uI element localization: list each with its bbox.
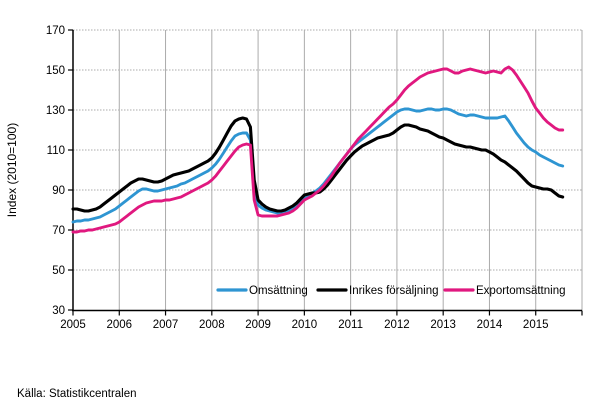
y-tick-label: 90 [52, 185, 65, 197]
x-tick-label: 2012 [384, 319, 410, 331]
x-tick-label: 2009 [245, 319, 271, 331]
y-tick-label: 70 [52, 225, 65, 237]
x-tick-label: 2007 [153, 319, 179, 331]
y-tick-label: 130 [46, 105, 65, 117]
y-tick-label: 30 [52, 305, 65, 317]
series-line-omsattning [71, 107, 565, 224]
x-tick-label: 2006 [106, 319, 132, 331]
legend-label-exportomsattning: Exportomsättning [476, 285, 566, 297]
y-tick-label: 50 [52, 265, 65, 277]
x-tick-label: 2010 [292, 319, 318, 331]
y-tick-label: 110 [47, 145, 65, 157]
x-tick-label: 2005 [60, 319, 86, 331]
x-tick-label: 2011 [338, 319, 363, 331]
source-text: Källa: Statistikcentralen [17, 388, 137, 400]
y-tick-label: 170 [46, 25, 65, 37]
x-tick-label: 2008 [199, 319, 225, 331]
legend-label-omsattning: Omsättning [249, 285, 308, 297]
y-tick-label: 150 [46, 65, 65, 77]
legend-label-inrikes-forsaljning: Inrikes försäljning [349, 285, 438, 297]
series-line-exportomsattning [71, 65, 565, 234]
x-tick-label: 2013 [430, 319, 456, 331]
x-tick-label: 2014 [477, 319, 503, 331]
x-tick-label: 2015 [523, 319, 549, 331]
chart-canvas: 30 50 70 90 110 130 150 170 2005 2006 2007 2008 2009… [5, 25, 583, 331]
y-axis-title: Index (2010=100) [5, 123, 19, 217]
